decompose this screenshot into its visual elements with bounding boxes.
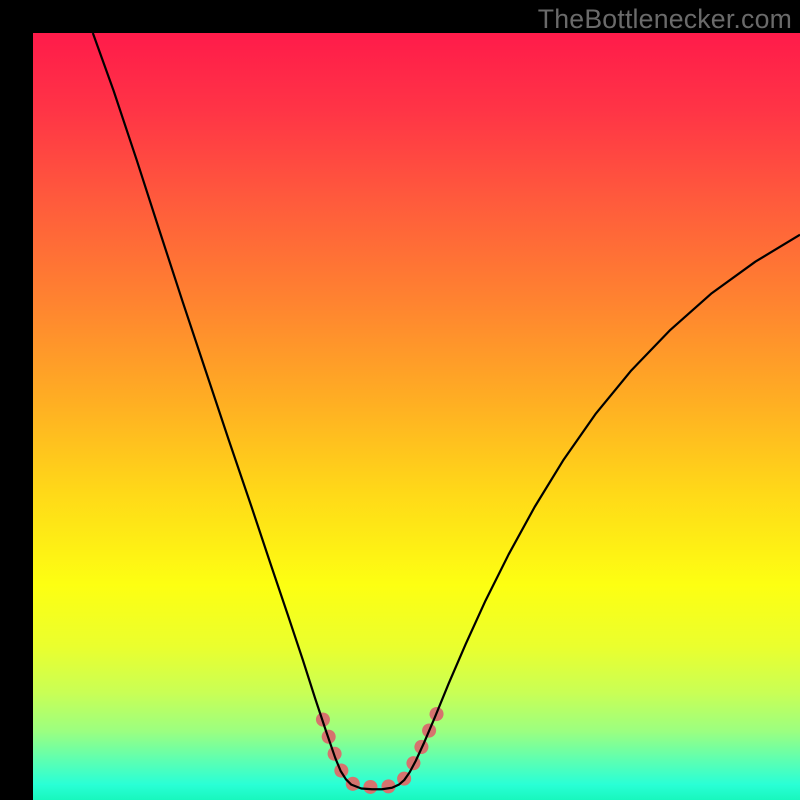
- plot-area: [33, 33, 800, 800]
- gradient-bg: [33, 33, 800, 800]
- watermark-text: TheBottlenecker.com: [538, 4, 792, 35]
- curve-svg: [33, 33, 800, 800]
- chart-outer: TheBottlenecker.com: [0, 0, 800, 800]
